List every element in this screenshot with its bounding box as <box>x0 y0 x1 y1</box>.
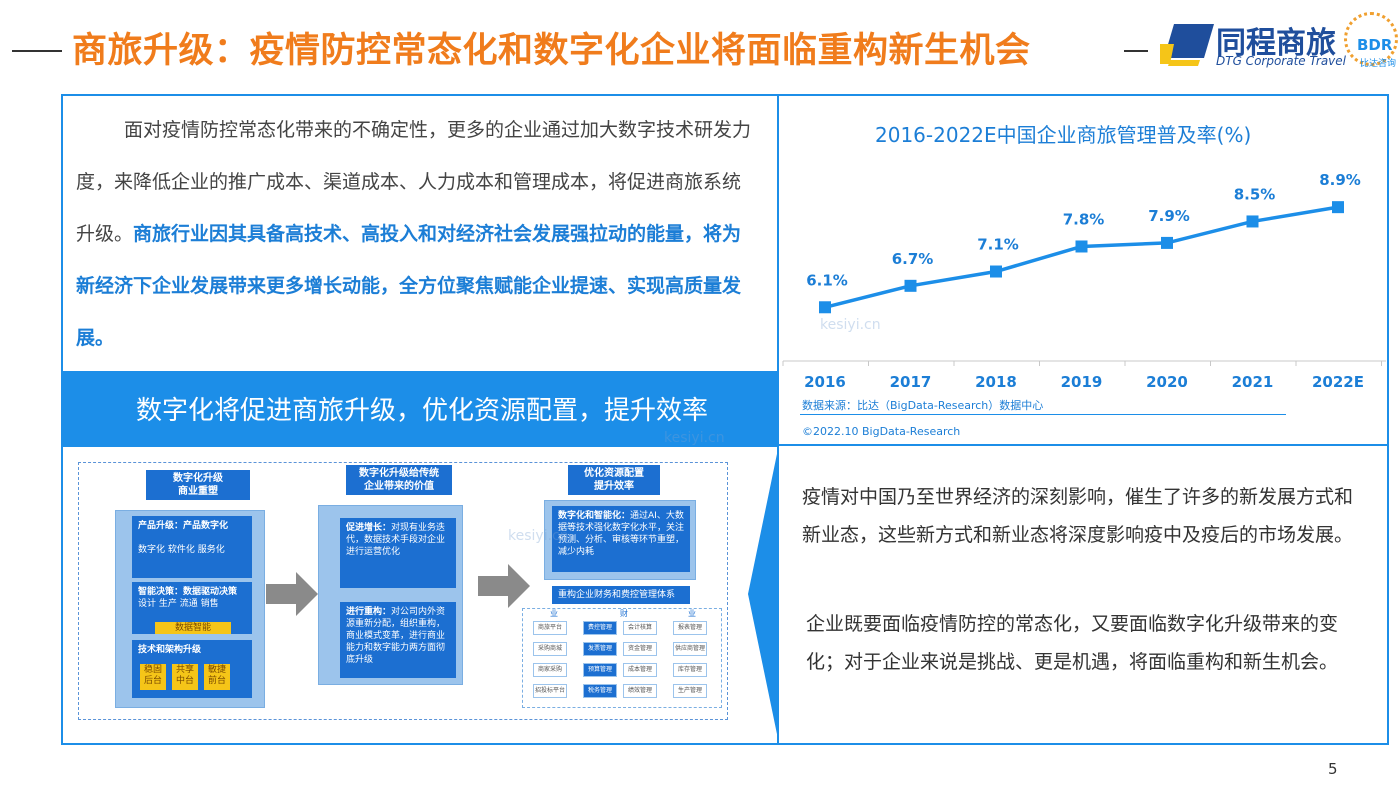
smart-digital-title: 数字化和智能化： <box>558 511 631 521</box>
banner-text: 数字化将促进商旅升级，优化资源配置，提升效率 <box>136 396 709 426</box>
x-tick-label: 2018 <box>975 373 1017 391</box>
smart-decision-title: 智能决策：数据驱动决策 <box>138 587 238 597</box>
intro-normal-text: 面对疫情防控常态化带来的不确定性，更多的企业通过加大数字技术研发力度，来降低企业… <box>76 119 752 245</box>
grid-cat-business-right: 业 <box>688 609 696 618</box>
intro-bold-text: 商旅行业因其具备高技术、高投入和对经济社会发展强拉动的能量，将为新经济下企业发展… <box>76 223 742 349</box>
product-upgrade-box: 产品升级：产品数字化 数字化 软件化 服务化 <box>132 516 252 578</box>
intro-paragraph: 面对疫情防控常态化带来的不确定性，更多的企业通过加大数字技术研发力度，来降低企业… <box>76 104 756 364</box>
restructure-box: 进行重构：对公司内外资源重新分配，组织重构，商业模式变革，进行商业能力和数字能力… <box>340 602 456 678</box>
grid-cell: 生产管理 <box>673 684 707 698</box>
data-label: 7.8% <box>1063 210 1105 228</box>
grid-cat-finance: 财 <box>620 609 628 618</box>
growth-title: 促进增长： <box>346 523 392 533</box>
grid-cell: 报表管理 <box>673 621 707 635</box>
diagram-arrow-2 <box>478 564 530 608</box>
data-point <box>1075 240 1088 253</box>
data-label: 7.1% <box>977 236 1019 254</box>
grid-cell: 商家采购 <box>533 663 567 677</box>
product-upgrade-title: 产品升级：产品数字化 <box>138 521 229 531</box>
grid-cell: 发票管理 <box>583 642 617 656</box>
grid-cell: 商旅平台 <box>533 621 567 635</box>
diagram-col2-head: 数字化升级给传统 企业带来的价值 <box>346 465 452 495</box>
grid-cell: 绩效管理 <box>623 684 657 698</box>
restructure-title: 进行重构： <box>346 607 392 617</box>
x-tick-label: 2017 <box>890 373 932 391</box>
restructure-text: 对公司内外资源重新分配，组织重构，商业模式变革，进行商业能力和数字能力两方面彻底… <box>346 607 446 665</box>
line-chart: 6.1% 2016 6.7% 2017 7.1% 2018 7.8% 2019 7.9% 2020… <box>782 171 1386 391</box>
data-label: 6.7% <box>892 250 934 268</box>
tech-tag-middle: 共享中台 <box>172 664 198 690</box>
tech-tag-backend: 稳固后台 <box>140 664 166 690</box>
grid-cell: 库存管理 <box>673 663 707 677</box>
smart-decision-items: 设计 生产 流通 销售 <box>138 599 219 609</box>
bdr-logo-text: BDR <box>1357 36 1393 54</box>
diagram-col1-head: 数字化升级 商业重塑 <box>146 470 250 500</box>
data-label: 8.9% <box>1319 171 1361 189</box>
x-tick-label: 2022E <box>1312 373 1364 391</box>
right-text-2: 企业既要面临疫情防控的常态化，又要面临数字化升级带来的变化；对于企业来说是挑战、… <box>806 613 1339 673</box>
grid-cell: 供应商管理 <box>673 642 707 656</box>
data-point <box>990 265 1002 278</box>
right-text-1: 疫情对中国乃至世界经济的深刻影响，催生了许多的新发展方式和新业态，这些新方式和新… <box>802 486 1354 546</box>
watermark-2: kesiyi.cn <box>664 430 725 446</box>
chart-source: 数据来源：比达（BigData-Research）数据中心 <box>802 399 1044 412</box>
data-point <box>1246 215 1259 228</box>
x-tick-label: 2020 <box>1146 373 1188 391</box>
grid-cell: 资金管理 <box>623 642 657 656</box>
logo-en-text: DTG Corporate Travel <box>1216 54 1346 68</box>
x-tick-label: 2016 <box>804 373 846 391</box>
bdr-logo-icon <box>1344 12 1398 66</box>
chart-copyright: ©2022.10 BigData-Research <box>802 425 961 438</box>
grid-cell: 招投标平台 <box>533 684 567 698</box>
watermark-3: kesiyi.cn <box>508 528 569 544</box>
grid-cell: 会计核算 <box>623 621 657 635</box>
smart-digital-text: 通过AI、大数据等技术强化数字化水平，关注预测、分析、审核等环节重塑，减少内耗 <box>558 511 685 557</box>
source-rule <box>800 414 1286 415</box>
digitalization-diagram <box>78 462 728 720</box>
grid-cell: 采购商城 <box>533 642 567 656</box>
x-tick-label: 2019 <box>1061 373 1103 391</box>
data-point <box>1161 236 1173 249</box>
data-point <box>1332 201 1344 214</box>
growth-box: 促进增长：对现有业务迭代，数据技术手段对企业进行运营优化 <box>340 518 456 588</box>
tongcheng-logo-icon <box>1160 24 1214 66</box>
logo-cn-text: 同程商旅 <box>1216 26 1336 61</box>
watermark-1: kesiyi.cn <box>820 317 881 333</box>
title-left-rule <box>12 50 62 52</box>
diagram-col3-head: 优化资源配置 提升效率 <box>568 465 660 495</box>
x-tick-label: 2021 <box>1232 373 1274 391</box>
frame-right-horizontal-divider <box>777 444 1389 446</box>
bdr-logo-subtext: 比达咨询 <box>1360 59 1397 69</box>
page-title: 商旅升级：疫情防控常态化和数字化企业将面临重构新生机会 <box>72 31 1031 71</box>
tech-tag-frontend: 敏捷前台 <box>204 664 230 690</box>
grid-cell: 税务管理 <box>583 684 617 698</box>
data-label: 7.9% <box>1148 207 1190 225</box>
tech-arch-title: 技术和架构升级 <box>138 645 202 655</box>
frame-vertical-divider <box>777 94 779 745</box>
title-right-rule <box>1124 50 1148 52</box>
smart-digital-box: 数字化和智能化：通过AI、大数据等技术强化数字化水平，关注预测、分析、审核等环节… <box>552 506 690 572</box>
data-label: 8.5% <box>1234 185 1276 203</box>
banner <box>61 371 778 447</box>
growth-text: 对现有业务迭代，数据技术手段对企业进行运营优化 <box>346 523 446 557</box>
data-intelligence-tag: 数据智能 <box>155 622 231 634</box>
page-number: 5 <box>1328 760 1338 778</box>
grid-cat-business-left: 业 <box>550 609 558 618</box>
finance-rebuild-box: 重构企业财务和费控管理体系 <box>552 586 690 604</box>
chart-title: 2016-2022E中国企业商旅管理普及率(%) <box>875 123 1252 147</box>
data-point <box>904 279 917 292</box>
diagram-arrow-1 <box>266 572 318 616</box>
pointer-triangle <box>748 449 778 739</box>
grid-cell: 成本管理 <box>623 663 657 677</box>
grid-cell: 费控管理 <box>583 621 617 635</box>
data-label: 6.1% <box>806 271 848 289</box>
grid-cell: 预算管理 <box>583 663 617 677</box>
product-upgrade-items: 数字化 软件化 服务化 <box>138 545 225 555</box>
data-point <box>819 301 831 314</box>
